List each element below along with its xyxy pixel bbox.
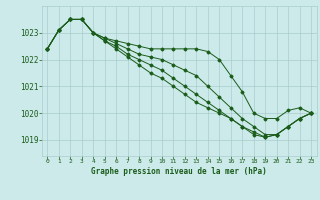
X-axis label: Graphe pression niveau de la mer (hPa): Graphe pression niveau de la mer (hPa) (91, 167, 267, 176)
